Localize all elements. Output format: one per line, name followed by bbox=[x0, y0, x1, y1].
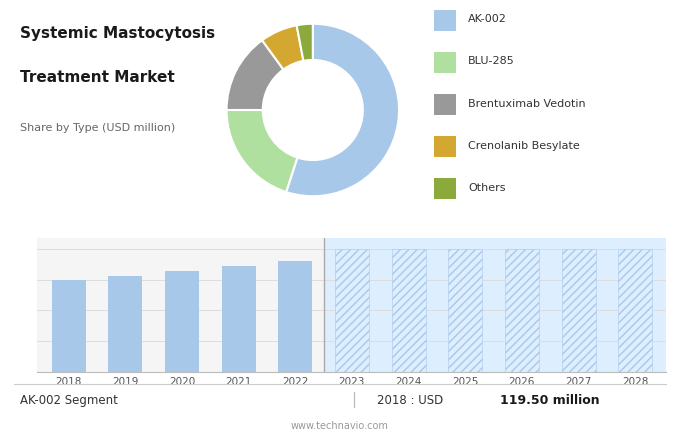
Text: Brentuximab Vedotin: Brentuximab Vedotin bbox=[468, 99, 585, 109]
Bar bbox=[562, 249, 596, 372]
Bar bbox=[392, 249, 426, 372]
Bar bbox=[324, 238, 669, 372]
Bar bbox=[448, 249, 482, 372]
Wedge shape bbox=[226, 110, 297, 192]
Text: AK-002: AK-002 bbox=[468, 15, 507, 25]
Bar bbox=[435, 94, 456, 115]
Bar bbox=[505, 249, 539, 372]
Text: BLU-285: BLU-285 bbox=[468, 56, 515, 66]
Bar bbox=[618, 249, 652, 372]
Text: www.technavio.com: www.technavio.com bbox=[291, 422, 389, 431]
Text: 2018 : USD: 2018 : USD bbox=[377, 394, 447, 407]
Text: Share by Type (USD million): Share by Type (USD million) bbox=[20, 123, 175, 133]
Text: Treatment Market: Treatment Market bbox=[20, 70, 175, 85]
Wedge shape bbox=[286, 24, 399, 196]
Bar bbox=[435, 10, 456, 31]
Text: Systemic Mastocytosis: Systemic Mastocytosis bbox=[20, 26, 216, 41]
Text: Others: Others bbox=[468, 183, 505, 193]
Wedge shape bbox=[226, 40, 284, 110]
Bar bbox=[435, 52, 456, 73]
Bar bbox=[335, 249, 369, 372]
Text: 119.50 million: 119.50 million bbox=[500, 394, 600, 407]
Bar bbox=[52, 280, 86, 372]
Text: Crenolanib Besylate: Crenolanib Besylate bbox=[468, 140, 580, 150]
Text: |: | bbox=[351, 392, 356, 408]
Wedge shape bbox=[262, 25, 303, 70]
Bar bbox=[108, 276, 142, 372]
Bar bbox=[165, 271, 199, 372]
Bar bbox=[435, 178, 456, 199]
Wedge shape bbox=[296, 24, 313, 61]
Bar bbox=[278, 260, 312, 372]
Bar bbox=[435, 136, 456, 158]
Text: AK-002 Segment: AK-002 Segment bbox=[20, 394, 118, 407]
Bar bbox=[222, 266, 256, 372]
